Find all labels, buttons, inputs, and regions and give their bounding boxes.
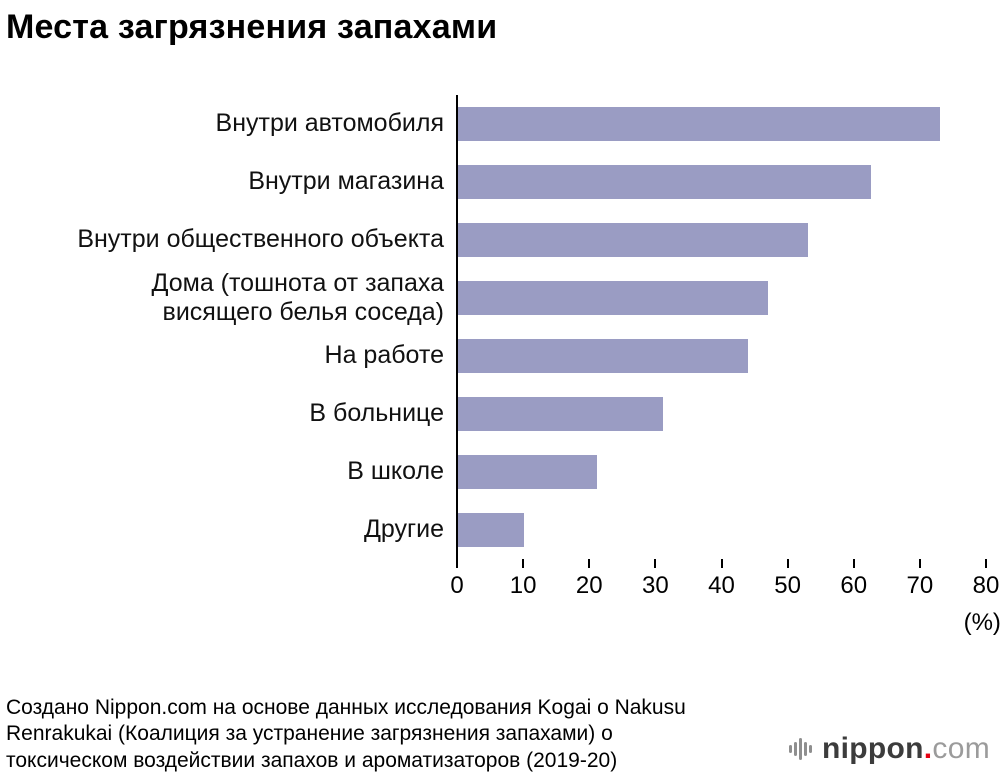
x-tick-mark <box>654 559 657 568</box>
x-tick-mark <box>456 559 458 568</box>
bar <box>458 165 871 199</box>
bar <box>458 281 769 315</box>
bar-track <box>456 327 986 385</box>
logo-dot: . <box>923 732 933 765</box>
bar-row: Дома (тошнота от запаха висящего белья с… <box>6 269 986 327</box>
bar-track <box>456 95 986 153</box>
chart-title: Места загрязнения запахами <box>6 8 498 46</box>
x-tick-label: 50 <box>774 572 801 599</box>
bar <box>458 397 663 431</box>
nippon-logo: nippon.com <box>789 732 990 766</box>
x-tick-mark <box>522 559 525 568</box>
x-tick-mark <box>786 559 789 568</box>
x-tick-mark <box>720 559 723 568</box>
x-tick-label: 20 <box>575 572 603 599</box>
bar <box>458 455 597 489</box>
bar-label: Внутри автомобиля <box>215 109 444 138</box>
bar-label: Другие <box>363 515 444 544</box>
x-tick-label: 10 <box>509 572 537 599</box>
x-tick-label: 70 <box>906 572 934 599</box>
sound-waves-icon <box>789 734 813 764</box>
bar-track <box>456 153 986 211</box>
bar-label: На работе <box>324 341 444 370</box>
x-tick-label: 0 <box>450 572 464 599</box>
bar-row: В больнице <box>6 385 986 443</box>
bar-row: Другие <box>6 501 986 559</box>
bar-row: Внутри магазина <box>6 153 986 211</box>
bar-track <box>456 501 986 559</box>
logo-text-com: com <box>932 732 990 765</box>
x-axis-ticks: (%) 0 10 20 30 40 50 60 70 80 <box>450 559 1000 643</box>
bar-label: В больнице <box>309 399 444 428</box>
source-note: Создано Nippon.com на основе данных иссл… <box>6 695 686 772</box>
bar-label: Внутри общественного объекта <box>77 225 444 254</box>
bar-row: В школе <box>6 443 986 501</box>
bar-track <box>456 211 986 269</box>
bar-track <box>456 269 986 327</box>
x-tick-mark <box>918 559 921 568</box>
bar-row: На работе <box>6 327 986 385</box>
x-axis: (%) 0 10 20 30 40 50 60 70 80 <box>6 559 1000 643</box>
logo-text-nippon: nippon <box>822 732 924 765</box>
x-tick-label: 60 <box>840 572 868 599</box>
bar-label: В школе <box>347 457 444 486</box>
bar-label: Дома (тошнота от запаха висящего белья с… <box>151 268 444 327</box>
bar-label: Внутри магазина <box>248 167 444 196</box>
x-tick-mark <box>852 559 855 568</box>
bar-rows: Внутри автомобиля Внутри магазина Внутри о… <box>6 95 986 559</box>
bar-chart: Внутри автомобиля Внутри магазина Внутри о… <box>6 95 1000 643</box>
x-tick-mark <box>588 559 591 568</box>
x-tick-mark <box>985 559 987 568</box>
x-tick-label: 30 <box>642 572 669 599</box>
bar <box>458 107 940 141</box>
x-tick-label: 40 <box>708 572 735 599</box>
bar <box>458 513 524 547</box>
bar <box>458 339 749 373</box>
x-axis-unit-label: (%) <box>963 609 1000 636</box>
x-tick-label: 80 <box>972 572 1000 599</box>
bar-track <box>456 443 986 501</box>
bar <box>458 223 808 257</box>
bar-row: Внутри общественного объекта <box>6 211 986 269</box>
bar-row: Внутри автомобиля <box>6 95 986 153</box>
bar-track <box>456 385 986 443</box>
logo-text: nippon.com <box>822 732 990 766</box>
